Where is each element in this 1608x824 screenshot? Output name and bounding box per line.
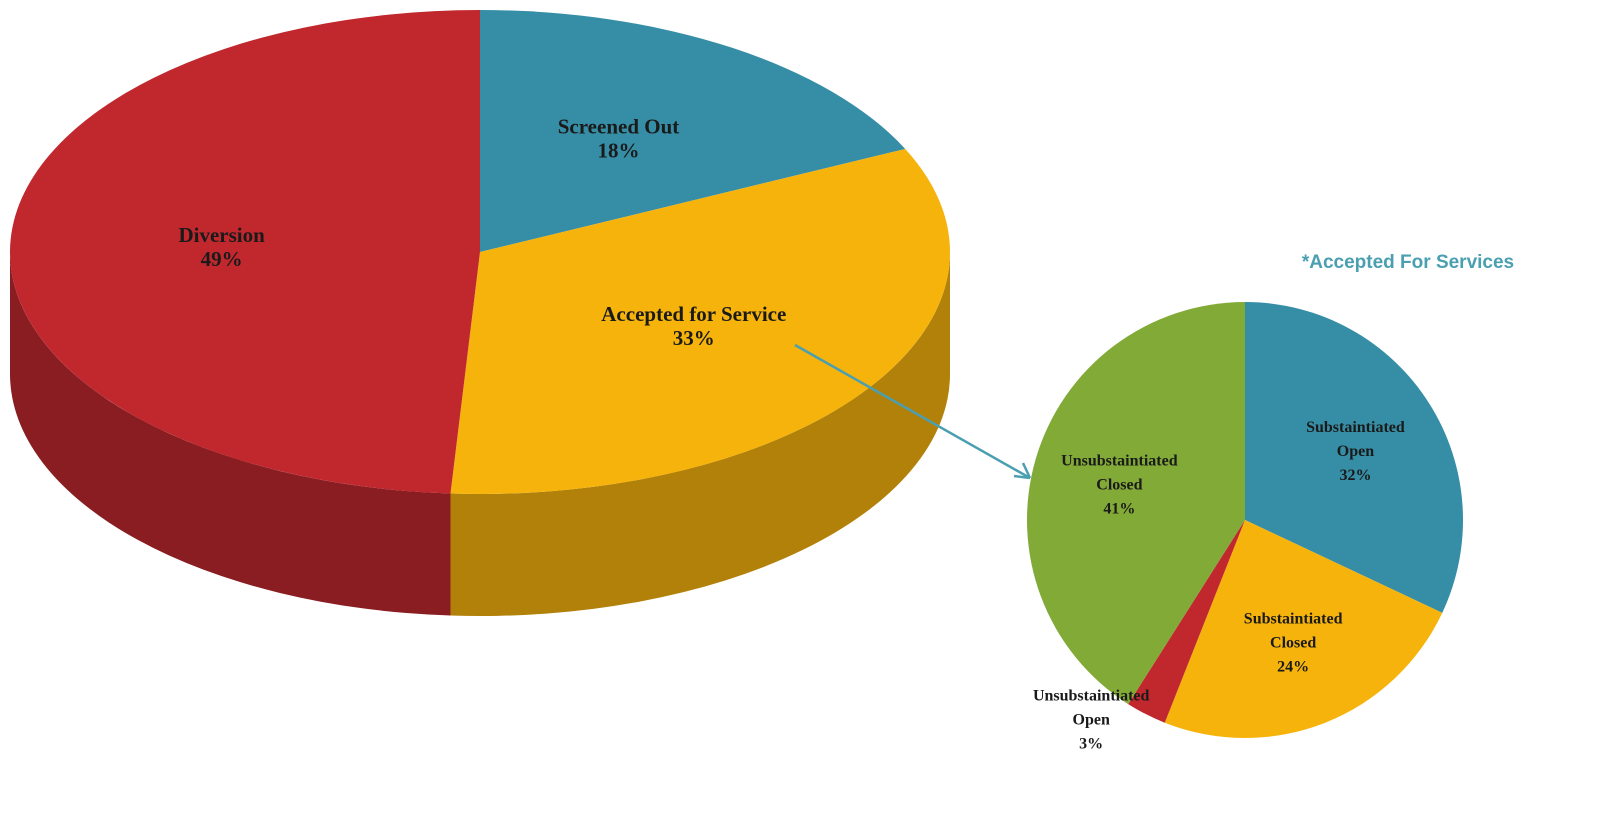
slice-label: Substaintiated Closed: [1244, 611, 1343, 652]
slice-label: Unsubstaintiated Closed: [1061, 453, 1178, 494]
pie-slice-side: [450, 252, 950, 616]
pie-slice: [450, 148, 950, 494]
slice-value-label: 33%: [673, 326, 715, 350]
slice-value-label: 49%: [201, 247, 243, 271]
pie-slice: [1245, 302, 1464, 613]
label-line: Closed: [1270, 635, 1316, 652]
label-line: Open: [1337, 443, 1374, 460]
pie-slice: [1128, 520, 1245, 723]
slice-label: Screened Out: [558, 115, 680, 139]
label-line: Unsubstaintiated: [1061, 453, 1178, 470]
slice-label: Unsubstaintiated Open: [1033, 687, 1150, 728]
label-line: Closed: [1096, 477, 1142, 494]
pie-slice: [10, 10, 480, 494]
connector-arrow: [794, 343, 1031, 480]
sub-chart-title: *Accepted For Services: [1302, 252, 1514, 273]
pie-tops: [10, 10, 1464, 738]
slice-value-label: 32%: [1339, 467, 1371, 484]
pie-sides: [10, 252, 950, 616]
label-line: Substaintiated: [1306, 419, 1405, 436]
label-line: Open: [1073, 711, 1110, 728]
slice-value-label: 24%: [1277, 659, 1309, 676]
slice-value-label: 41%: [1103, 501, 1135, 518]
slice-value-label: 3%: [1079, 735, 1103, 752]
pie-slice-side: [10, 252, 451, 616]
label-line: Substaintiated: [1244, 611, 1343, 628]
pie-slice: [1164, 520, 1443, 738]
pie-slice: [480, 10, 906, 252]
label-line: Unsubstaintiated: [1033, 687, 1150, 704]
slice-label: Accepted for Service: [601, 302, 786, 326]
slice-value-label: 18%: [598, 139, 640, 163]
slice-label: Substaintiated Open: [1306, 419, 1405, 460]
pie-slice: [1027, 302, 1245, 705]
slice-label: Diversion: [178, 223, 265, 247]
arrow-head: [1013, 462, 1032, 480]
